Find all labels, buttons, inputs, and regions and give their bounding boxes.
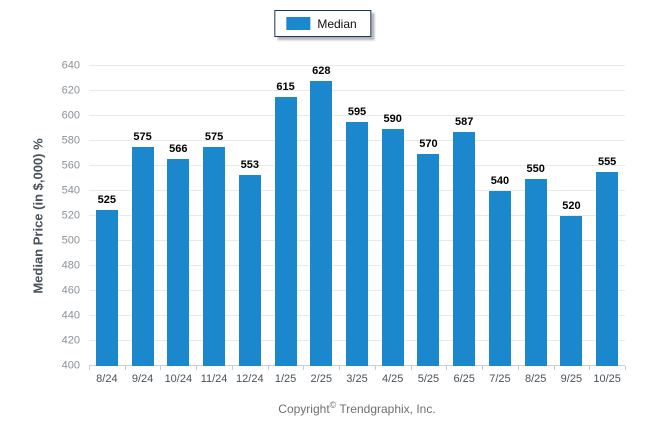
x-axis-tick-6: [303, 366, 305, 370]
x-axis-tick-2: [160, 366, 162, 370]
x-tick-label-5/25: 5/25: [417, 373, 440, 385]
legend: Median: [274, 10, 372, 37]
x-tick-label-4/25: 4/25: [382, 373, 404, 385]
bar-value-label-11/24: 575: [204, 131, 224, 144]
x-tick-label-12/24: 12/24: [236, 373, 264, 385]
plot-area: 400 420 440 460 480 500 520 540 560 580 600 620 640 5…: [62, 60, 626, 385]
bar-5/25: [417, 153, 440, 366]
bar-4/25: [381, 128, 404, 366]
x-tick-label-8/24: 8/24: [96, 373, 118, 385]
bar-10/25: [596, 172, 619, 366]
x-axis-tick-0: [89, 366, 90, 370]
x-tick-label-6/25: 6/25: [453, 373, 475, 385]
bar-9/24: [131, 147, 154, 366]
y-tick-label-580: 580: [61, 134, 80, 147]
bar-value-label-8/25: 550: [526, 162, 545, 175]
bar-12/24: [238, 174, 261, 366]
bar-value-label-6/25: 587: [455, 116, 474, 129]
bar-9/25: [560, 216, 583, 366]
y-tick-label-480: 480: [61, 259, 80, 272]
x-axis-tick-3: [196, 366, 198, 370]
y-tick-label-520: 520: [61, 209, 80, 222]
bar-6/25: [453, 132, 476, 366]
x-axis-tick-15: [625, 366, 626, 370]
x-tick-label-10/24: 10/24: [164, 373, 193, 385]
y-axis-title: Median Price (in $,000) %: [30, 138, 46, 294]
bar-10/24: [167, 158, 190, 366]
legend-label-median: Median: [317, 16, 357, 31]
gridline-640: [89, 65, 625, 66]
bar-value-label-9/25: 520: [562, 200, 581, 212]
bar-value-label-7/25: 540: [490, 175, 510, 187]
bar-value-label-1/25: 615: [276, 81, 295, 94]
y-tick-label-540: 540: [61, 184, 80, 197]
x-tick-label-2/25: 2/25: [310, 373, 332, 385]
y-tick-label-600: 600: [61, 109, 80, 122]
x-tick-label-10/25: 10/25: [593, 373, 621, 385]
bar-11/24: [203, 147, 226, 366]
x-tick-label-3/25: 3/25: [346, 373, 368, 385]
y-tick-label-440: 440: [61, 309, 80, 322]
x-axis-tick-8: [374, 366, 376, 370]
x-tick-label-7/25: 7/25: [489, 373, 511, 385]
bar-value-label-5/25: 570: [419, 137, 438, 150]
y-tick-label-420: 420: [61, 334, 80, 347]
copyright-text: Copyright© Trendgraphix, Inc.: [89, 400, 625, 416]
bar-value-label-8/24: 525: [97, 193, 117, 206]
copyright-suffix: Trendgraphix, Inc.: [339, 402, 436, 416]
y-tick-label-560: 560: [61, 159, 80, 172]
bar-value-label-10/24: 566: [169, 142, 188, 155]
bar-value-label-2/25: 628: [312, 65, 331, 77]
y-tick-label-640: 640: [61, 59, 80, 72]
bar-7/25: [488, 191, 511, 366]
x-axis-tick-10: [446, 366, 448, 370]
x-tick-label-9/25: 9/25: [560, 373, 583, 385]
bar-value-label-10/25: 555: [597, 156, 617, 169]
bar-1/25: [274, 97, 297, 366]
x-axis-tick-12: [517, 366, 519, 370]
x-axis-tick-4: [231, 366, 233, 370]
bar-8/25: [524, 178, 547, 366]
bar-value-label-12/24: 553: [240, 158, 259, 171]
bar-value-label-3/25: 595: [347, 106, 367, 119]
y-tick-label-500: 500: [61, 234, 80, 247]
y-tick-label-460: 460: [61, 284, 80, 297]
x-axis-tick-1: [124, 366, 126, 370]
bar-value-label-9/24: 575: [133, 131, 152, 144]
bar-value-label-4/25: 590: [383, 112, 402, 125]
gridline-600: [89, 115, 625, 116]
x-tick-label-8/25: 8/25: [524, 373, 547, 385]
bar-3/25: [346, 122, 368, 366]
x-tick-label-11/24: 11/24: [200, 373, 228, 385]
y-tick-label-400: 400: [61, 359, 80, 372]
x-axis-tick-7: [339, 366, 341, 370]
copyright-symbol: ©: [329, 400, 337, 410]
x-axis-tick-14: [589, 366, 591, 370]
x-tick-label-9/24: 9/24: [131, 373, 154, 385]
copyright-prefix: Copyright: [278, 402, 330, 416]
x-axis-tick-13: [553, 366, 555, 370]
x-axis-tick-11: [482, 366, 484, 370]
y-tick-label-620: 620: [61, 84, 80, 97]
bar-8/24: [95, 209, 118, 366]
x-tick-label-1/25: 1/25: [274, 373, 297, 385]
legend-swatch-median: [286, 17, 311, 30]
bar-2/25: [310, 81, 333, 366]
x-axis-tick-9: [410, 366, 412, 370]
gridline-620: [89, 90, 625, 91]
x-axis-tick-5: [267, 366, 269, 370]
